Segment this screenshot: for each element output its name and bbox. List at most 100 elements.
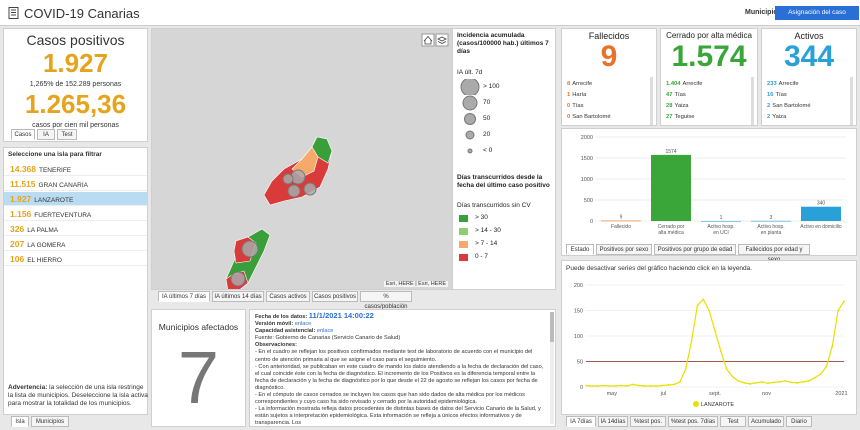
line-point[interactable] <box>673 383 675 386</box>
line-point[interactable] <box>614 385 617 387</box>
bar[interactable] <box>651 154 691 221</box>
asignacion-button[interactable]: Asignación del caso <box>775 6 859 20</box>
line-point[interactable] <box>772 381 775 384</box>
series-line-lanzarote[interactable] <box>585 298 845 387</box>
line-point[interactable] <box>807 379 810 382</box>
line-point[interactable] <box>608 385 611 387</box>
line-point[interactable] <box>813 376 816 379</box>
activos-row[interactable]: 16 Tías <box>762 90 850 100</box>
bar[interactable] <box>751 220 791 222</box>
line-point[interactable] <box>702 298 705 301</box>
map-tab[interactable]: IA últimos 14 días <box>212 291 264 302</box>
cerrado-row[interactable]: 47 Tías <box>661 90 751 100</box>
island-item[interactable]: 1.927 LANZAROTE <box>4 192 147 206</box>
info-scrollbar[interactable] <box>550 312 554 424</box>
serie-tab[interactable]: %test pos. 7días <box>668 416 718 427</box>
bar[interactable] <box>701 220 741 222</box>
line-point[interactable] <box>766 382 769 385</box>
line-point[interactable] <box>837 309 840 312</box>
line-point[interactable] <box>649 385 652 387</box>
bar[interactable] <box>601 220 641 222</box>
line-point[interactable] <box>761 381 763 383</box>
line-point[interactable] <box>626 385 628 387</box>
capacidad-link[interactable]: enlace <box>316 328 334 335</box>
line-point[interactable] <box>602 384 605 387</box>
line-point[interactable] <box>743 382 746 384</box>
serie-tab[interactable]: Test <box>720 416 746 427</box>
bar[interactable] <box>801 206 841 221</box>
line-point[interactable] <box>596 385 599 387</box>
line-point[interactable] <box>655 385 658 387</box>
line-point[interactable] <box>796 382 798 384</box>
line-point[interactable] <box>784 379 787 382</box>
fallecidos-row[interactable]: 1 Haría <box>562 90 650 100</box>
line-point[interactable] <box>690 340 693 342</box>
line-point[interactable] <box>632 383 634 386</box>
line-point[interactable] <box>643 385 646 387</box>
line-point[interactable] <box>843 300 845 303</box>
tab-isla[interactable]: Isla <box>11 416 29 427</box>
line-point[interactable] <box>684 368 687 371</box>
estado-tab[interactable]: Positivos por grupo de edad <box>654 244 736 255</box>
activos-row[interactable]: 2 San Bartolomé <box>762 101 850 111</box>
line-point[interactable] <box>714 330 716 332</box>
line-point[interactable] <box>825 365 828 368</box>
activos-row[interactable]: 233 Arrecife <box>762 79 850 89</box>
line-point[interactable] <box>819 373 822 376</box>
cerrado-row[interactable]: 1.404 Arrecife <box>661 79 751 89</box>
line-point[interactable] <box>778 381 781 383</box>
map-tab[interactable]: Casos positivos <box>312 291 358 302</box>
legend-dot[interactable] <box>693 401 699 407</box>
line-point[interactable] <box>755 382 757 384</box>
island-item[interactable]: 11.515 GRAN CANARIA <box>4 177 147 191</box>
line-point[interactable] <box>831 345 834 348</box>
activos-row[interactable]: 2 Yaiza <box>762 112 850 122</box>
serie-tab[interactable]: IA 14días <box>598 416 628 427</box>
version-link[interactable]: enlace <box>294 321 312 328</box>
cerrado-row[interactable]: 27 Teguise <box>661 112 751 122</box>
legend-label[interactable]: LANZAROTE <box>701 402 734 408</box>
line-point[interactable] <box>725 368 728 371</box>
line-point[interactable] <box>708 309 711 312</box>
line-point[interactable] <box>620 384 623 387</box>
fallecidos-row[interactable]: 0 Tías <box>562 101 650 111</box>
line-point[interactable] <box>737 379 740 382</box>
serie-tab[interactable]: Diario <box>786 416 812 427</box>
line-point[interactable] <box>661 384 664 387</box>
fallecidos-scrollbar[interactable] <box>650 77 653 125</box>
cerrado-scrollbar[interactable] <box>751 77 754 125</box>
line-point[interactable] <box>667 384 669 386</box>
line-point[interactable] <box>585 384 587 387</box>
line-point[interactable] <box>719 350 722 353</box>
serie-tab[interactable]: Acumulado <box>748 416 784 427</box>
island-item[interactable]: 106 EL HIERRO <box>4 252 147 266</box>
line-point[interactable] <box>678 381 681 383</box>
serie-tab[interactable]: %test pos. <box>630 416 666 427</box>
island-item[interactable]: 14.368 TENERIFE <box>4 162 147 176</box>
island-item[interactable]: 207 LA GOMERA <box>4 237 147 251</box>
map-tab[interactable]: IA últimos 7 días <box>158 291 210 302</box>
estado-tab[interactable]: Positivos por sexo <box>596 244 652 255</box>
tab-ia[interactable]: IA <box>37 129 55 140</box>
line-point[interactable] <box>696 304 699 307</box>
estado-tab[interactable]: Fallecidos por edad y sexo <box>738 244 810 263</box>
island-item[interactable]: 326 LA PALMA <box>4 222 147 236</box>
fallecidos-row[interactable]: 8 Arrecife <box>562 79 650 89</box>
activos-scrollbar[interactable] <box>850 77 853 125</box>
line-point[interactable] <box>731 375 734 378</box>
line-point[interactable] <box>790 381 793 384</box>
tab-casos[interactable]: Casos <box>11 129 35 140</box>
map-tab[interactable]: % casos/población <box>360 291 412 310</box>
map-tab[interactable]: Casos activos <box>266 291 310 302</box>
serie-tab[interactable]: IA 7días <box>566 416 596 427</box>
map-canvas[interactable] <box>152 29 453 290</box>
line-point[interactable] <box>802 381 804 383</box>
line-point[interactable] <box>637 384 640 387</box>
fallecidos-row[interactable]: 0 San Bartolomé <box>562 112 650 122</box>
line-point[interactable] <box>590 385 593 387</box>
line-point[interactable] <box>749 383 752 385</box>
estado-tab[interactable]: Estado <box>566 244 594 255</box>
island-item[interactable]: 1.156 FUERTEVENTURA <box>4 207 147 221</box>
tab-municipios[interactable]: Municipios <box>31 416 69 427</box>
cerrado-row[interactable]: 28 Yaiza <box>661 101 751 111</box>
